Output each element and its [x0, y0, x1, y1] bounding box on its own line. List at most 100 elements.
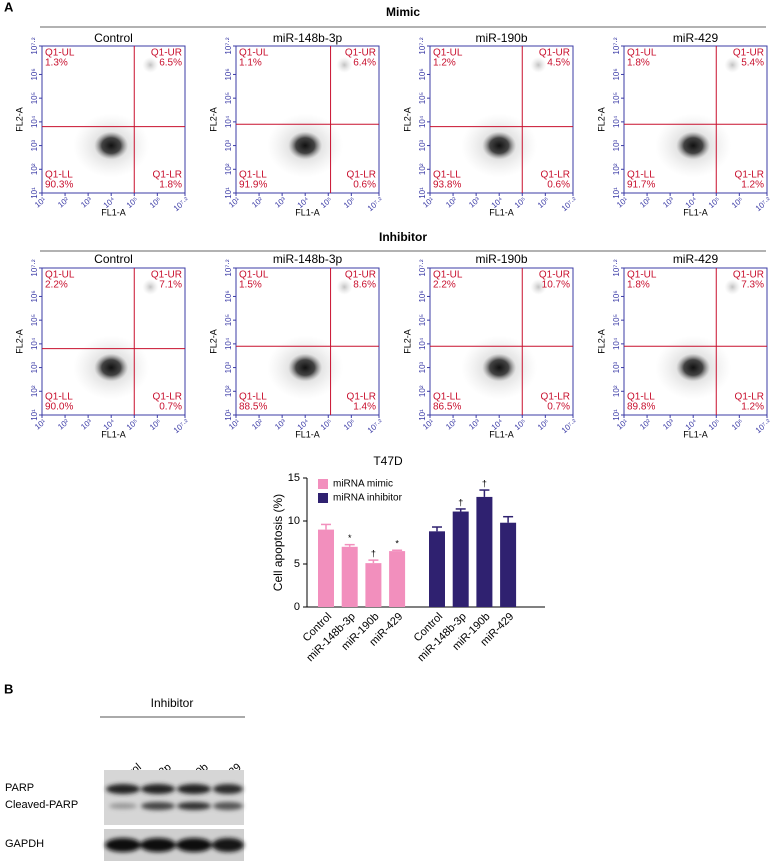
y-tick-label: 10¹: [612, 187, 621, 199]
y-tick-label: 5: [294, 558, 300, 570]
y-axis-label: FL2-A: [14, 107, 24, 132]
x-tick-label: 10⁵: [707, 195, 722, 210]
quadrant-name: Q1-UR: [733, 270, 764, 281]
y-tick-label: 10⁴: [418, 115, 427, 128]
x-tick-label: 10³: [661, 417, 676, 432]
bar: [452, 511, 469, 607]
plot-title: Control: [94, 31, 133, 45]
y-axis-label: FL2-A: [402, 107, 412, 132]
y-axis-label: FL2-A: [208, 107, 218, 132]
y-axis-label: FL2-A: [596, 107, 606, 132]
cloud-core: [676, 131, 711, 160]
y-tick-label: 10³: [418, 361, 427, 373]
x-tick-label: 10³: [661, 195, 676, 210]
quadrant-value: 1.4%: [353, 402, 376, 413]
quadrant-name: Q1-UR: [151, 270, 182, 281]
y-tick-label: 10⁵: [418, 314, 427, 326]
x-tick-label: 10⁷·²: [172, 417, 191, 435]
quadrant-name: Q1-UR: [539, 48, 570, 59]
cloud-core: [288, 131, 323, 160]
x-tick-label: 10⁷·²: [560, 417, 579, 435]
quadrant-name: Q1-UR: [345, 48, 376, 59]
y-tick-label: 10⁶: [418, 290, 427, 302]
plot-frame: [429, 267, 574, 416]
quadrant-value: 1.3%: [45, 58, 68, 69]
quadrant-name: Q1-LR: [735, 170, 764, 181]
x-tick-label: 10²: [250, 417, 265, 432]
quadrant-value: 6.5%: [159, 58, 182, 69]
x-tick-label: 10⁶: [730, 195, 745, 210]
x-axis-label: FL1-A: [295, 207, 320, 217]
group-title: Inhibitor: [379, 230, 427, 244]
quadrant-value: 89.8%: [627, 402, 655, 413]
quadrant-value: 91.7%: [627, 180, 655, 191]
quadrant-value: 10.7%: [542, 280, 570, 291]
y-tick-label: 10⁷·²: [30, 259, 39, 276]
y-tick-label: 10⁵: [418, 92, 427, 104]
plot-title: miR-148b-3p: [273, 252, 343, 266]
cloud-upper: [142, 56, 159, 73]
y-tick-label: 10¹: [30, 187, 39, 199]
quadrant-value: 2.2%: [433, 280, 456, 291]
quadrant-value: 5.4%: [741, 58, 764, 69]
quadrant-value: 1.2%: [741, 180, 764, 191]
x-tick-label: 10⁵: [513, 417, 528, 432]
cloud-core: [94, 131, 129, 160]
quadrant-name: Q1-UL: [433, 48, 463, 59]
y-tick-label: 10⁵: [30, 92, 39, 104]
quadrant-value: 2.2%: [45, 280, 68, 291]
x-axis-label: FL1-A: [101, 429, 126, 439]
quadrant-name: Q1-LR: [347, 170, 376, 181]
y-tick-label: 10⁴: [612, 115, 621, 128]
bar: [365, 563, 382, 607]
x-tick-label: 10³: [467, 417, 482, 432]
y-tick-label: 10⁴: [30, 337, 39, 350]
x-tick-label: 10²: [638, 417, 653, 432]
quadrant-value: 1.2%: [741, 402, 764, 413]
quadrant-value: 93.8%: [433, 180, 461, 191]
y-tick-label: 10³: [418, 139, 427, 151]
bar: [389, 551, 406, 607]
y-tick-label: 10⁴: [612, 337, 621, 350]
quadrant-value: 7.1%: [159, 280, 182, 291]
panel-label: B: [4, 681, 13, 696]
y-tick-label: 10: [288, 515, 300, 527]
quadrant-name: Q1-UR: [733, 48, 764, 59]
plot-frame: [235, 45, 380, 194]
y-tick-label: 10⁷·²: [418, 37, 427, 54]
y-tick-label: 10⁴: [224, 115, 233, 128]
y-tick-label: 10³: [612, 361, 621, 373]
x-tick-label: 10⁵: [319, 417, 334, 432]
quadrant-name: Q1-UL: [45, 270, 75, 281]
bar: [341, 546, 358, 607]
x-tick-label: 10³: [273, 417, 288, 432]
plot-title: miR-190b: [475, 31, 527, 45]
quadrant-value: 86.5%: [433, 402, 461, 413]
cloud-core: [288, 353, 323, 382]
quadrant-value: 90.3%: [45, 180, 73, 191]
y-tick-label: 10²: [612, 163, 621, 175]
y-tick-label: 10⁷·²: [30, 37, 39, 54]
quadrant-value: 1.8%: [627, 58, 650, 69]
plot-title: miR-190b: [475, 252, 527, 266]
x-axis-label: FL1-A: [295, 429, 320, 439]
quadrant-name: Q1-UR: [151, 48, 182, 59]
cloud-upper: [530, 56, 547, 73]
y-tick-label: 10³: [30, 361, 39, 373]
quadrant-value: 1.2%: [433, 58, 456, 69]
quadrant-name: Q1-LL: [433, 392, 461, 403]
x-tick-label: 10²: [56, 195, 71, 210]
legend-label: miRNA inhibitor: [333, 493, 403, 504]
x-tick-label: 10⁷·²: [366, 417, 385, 435]
quadrant-value: 0.6%: [353, 180, 376, 191]
cloud-upper: [336, 56, 353, 73]
x-tick-label: 10⁷·²: [754, 417, 772, 435]
y-tick-label: 10²: [224, 385, 233, 397]
x-tick-label: 10⁵: [125, 417, 140, 432]
x-tick-label: 10⁶: [536, 195, 551, 210]
y-tick-label: 10⁷·²: [224, 37, 233, 54]
y-tick-label: 10³: [224, 139, 233, 151]
blot: Inhibitor Control miR-148b-3p miR-190b m…: [5, 696, 245, 861]
cloud-core: [676, 353, 711, 382]
plot-frame: [623, 267, 768, 416]
